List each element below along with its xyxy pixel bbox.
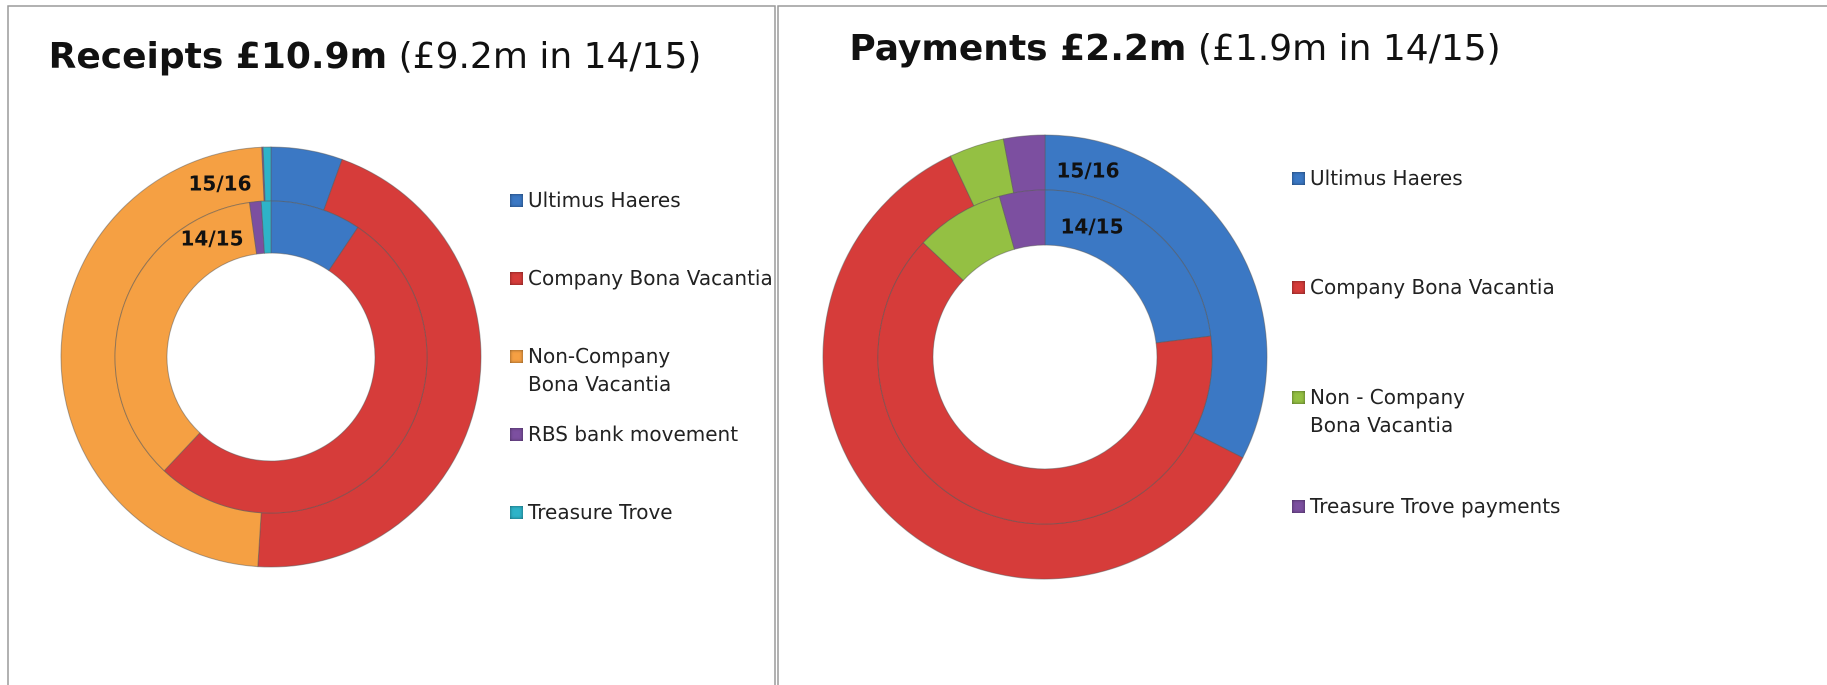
segment <box>114 201 258 472</box>
ring-label: 15/16 <box>189 172 252 196</box>
legend-swatch <box>510 272 523 285</box>
segment <box>998 189 1046 250</box>
legend-item: Company Bona Vacantia <box>1292 273 1592 301</box>
chart-title: Receipts £10.9m (£9.2m in 14/15) <box>49 36 702 77</box>
legend-label: Treasure Trove payments <box>1310 494 1561 518</box>
legend-label: Ultimus Haeres <box>528 188 681 212</box>
ring-label: 14/15 <box>1061 215 1124 239</box>
title-rest: (£9.2m in 14/15) <box>399 36 702 77</box>
legend-item: Non - Company Bona Vacantia <box>1292 383 1507 439</box>
legend-swatch <box>1292 172 1305 185</box>
legend-label: Company Bona Vacantia <box>1310 275 1555 299</box>
chart-title: Payments £2.2m (£1.9m in 14/15) <box>849 28 1500 69</box>
segment <box>877 241 1213 525</box>
legend-label: Ultimus Haeres <box>1310 166 1463 190</box>
legend-item: Treasure Trove <box>510 498 810 526</box>
legend-swatch <box>510 194 523 207</box>
ring-label: 15/16 <box>1057 159 1120 183</box>
legend-swatch <box>1292 391 1305 404</box>
legend-label: RBS bank movement <box>528 422 739 446</box>
legend-item: Non-Company Bona Vacantia <box>510 342 710 398</box>
legend-label: Treasure Trove <box>528 500 673 524</box>
legend-item: Ultimus Haeres <box>510 186 810 214</box>
segment <box>163 226 428 514</box>
legend-swatch <box>510 428 523 441</box>
legend-item: RBS bank movement <box>510 420 810 448</box>
panel-border <box>7 5 776 685</box>
title-rest: (£1.9m in 14/15) <box>1198 28 1501 69</box>
legend-swatch <box>1292 281 1305 294</box>
ring-label: 14/15 <box>181 227 244 251</box>
legend-label: Company Bona Vacantia <box>528 266 773 290</box>
legend-item: Ultimus Haeres <box>1292 164 1592 192</box>
legend-swatch <box>510 350 523 363</box>
legend-label: Non - Company Bona Vacantia <box>1310 385 1465 437</box>
title-bold: Receipts £10.9m <box>49 36 388 77</box>
legend-label: Non-Company Bona Vacantia <box>528 344 672 396</box>
legend-item: Treasure Trove payments <box>1292 492 1592 520</box>
legend-item: Company Bona Vacantia <box>510 264 810 292</box>
panel-border <box>777 5 1827 685</box>
segment <box>260 200 272 254</box>
legend-swatch <box>510 506 523 519</box>
legend-swatch <box>1292 500 1305 513</box>
title-bold: Payments £2.2m <box>849 28 1186 69</box>
